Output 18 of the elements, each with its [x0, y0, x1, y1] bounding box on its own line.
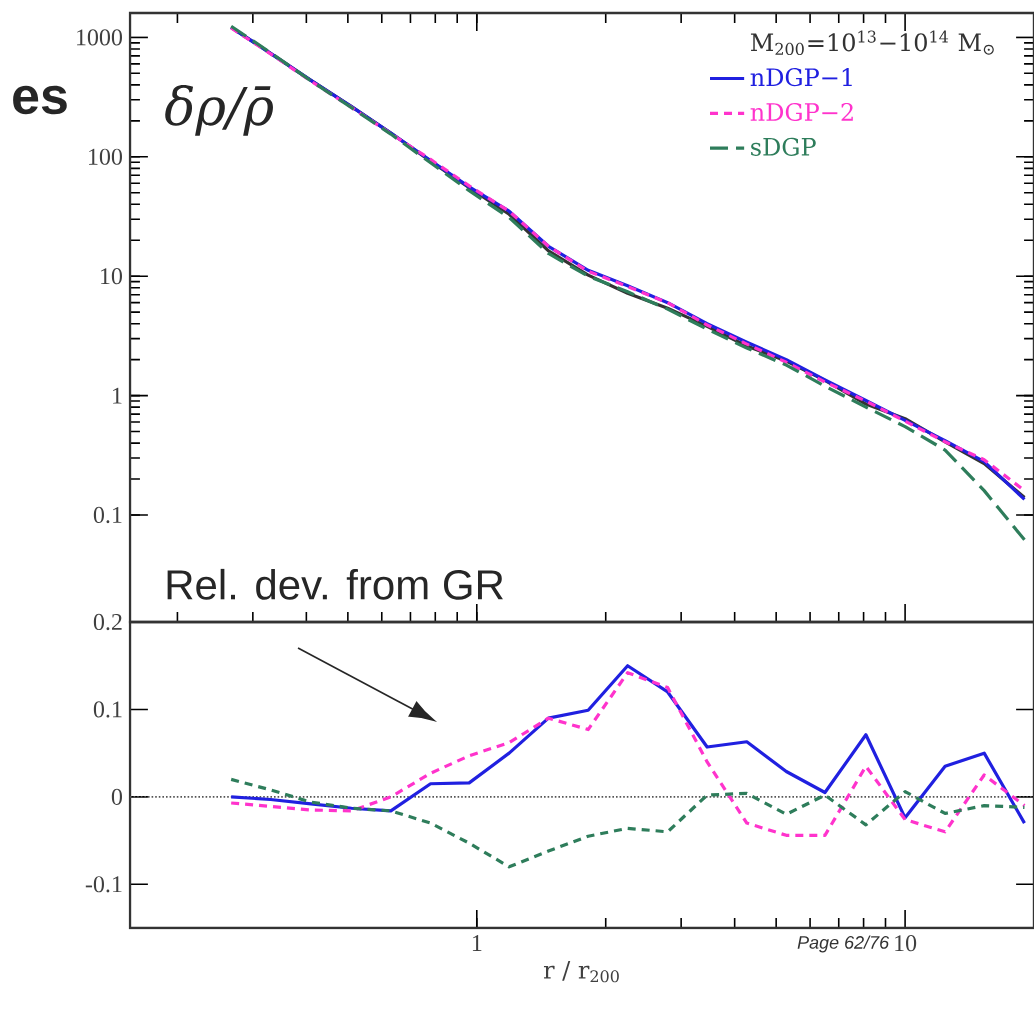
legend-label: sDGP	[751, 137, 816, 156]
y-tick-label: 100	[89, 148, 122, 165]
legend-label: nDGP−2	[750, 102, 853, 122]
y-axis-title: δρ/ρ̄	[165, 85, 273, 136]
legend-title: M$_{200}$=10$^{13}$−10$^{14}$ M$_{⊙}$	[750, 30, 994, 55]
y-tick-label: 0.1	[93, 506, 122, 524]
y-tick-label: 10	[101, 268, 122, 285]
y-tick-label: -0.1	[85, 876, 122, 893]
y-tick-label: 0.1	[93, 701, 122, 718]
text: Page 62/76	[797, 935, 890, 953]
legend-label: nDGP−1	[750, 68, 852, 87]
y-tick-label: 0.2	[93, 613, 122, 631]
y-tick-label: 1	[113, 387, 122, 404]
y-tick-label: 1000	[77, 29, 122, 46]
y-tick-label: 0	[111, 788, 122, 805]
x-axis-title: r / r$_{200}$	[543, 960, 619, 983]
annotation: Rel. dev. from GR	[167, 568, 503, 600]
text: es	[13, 85, 67, 115]
